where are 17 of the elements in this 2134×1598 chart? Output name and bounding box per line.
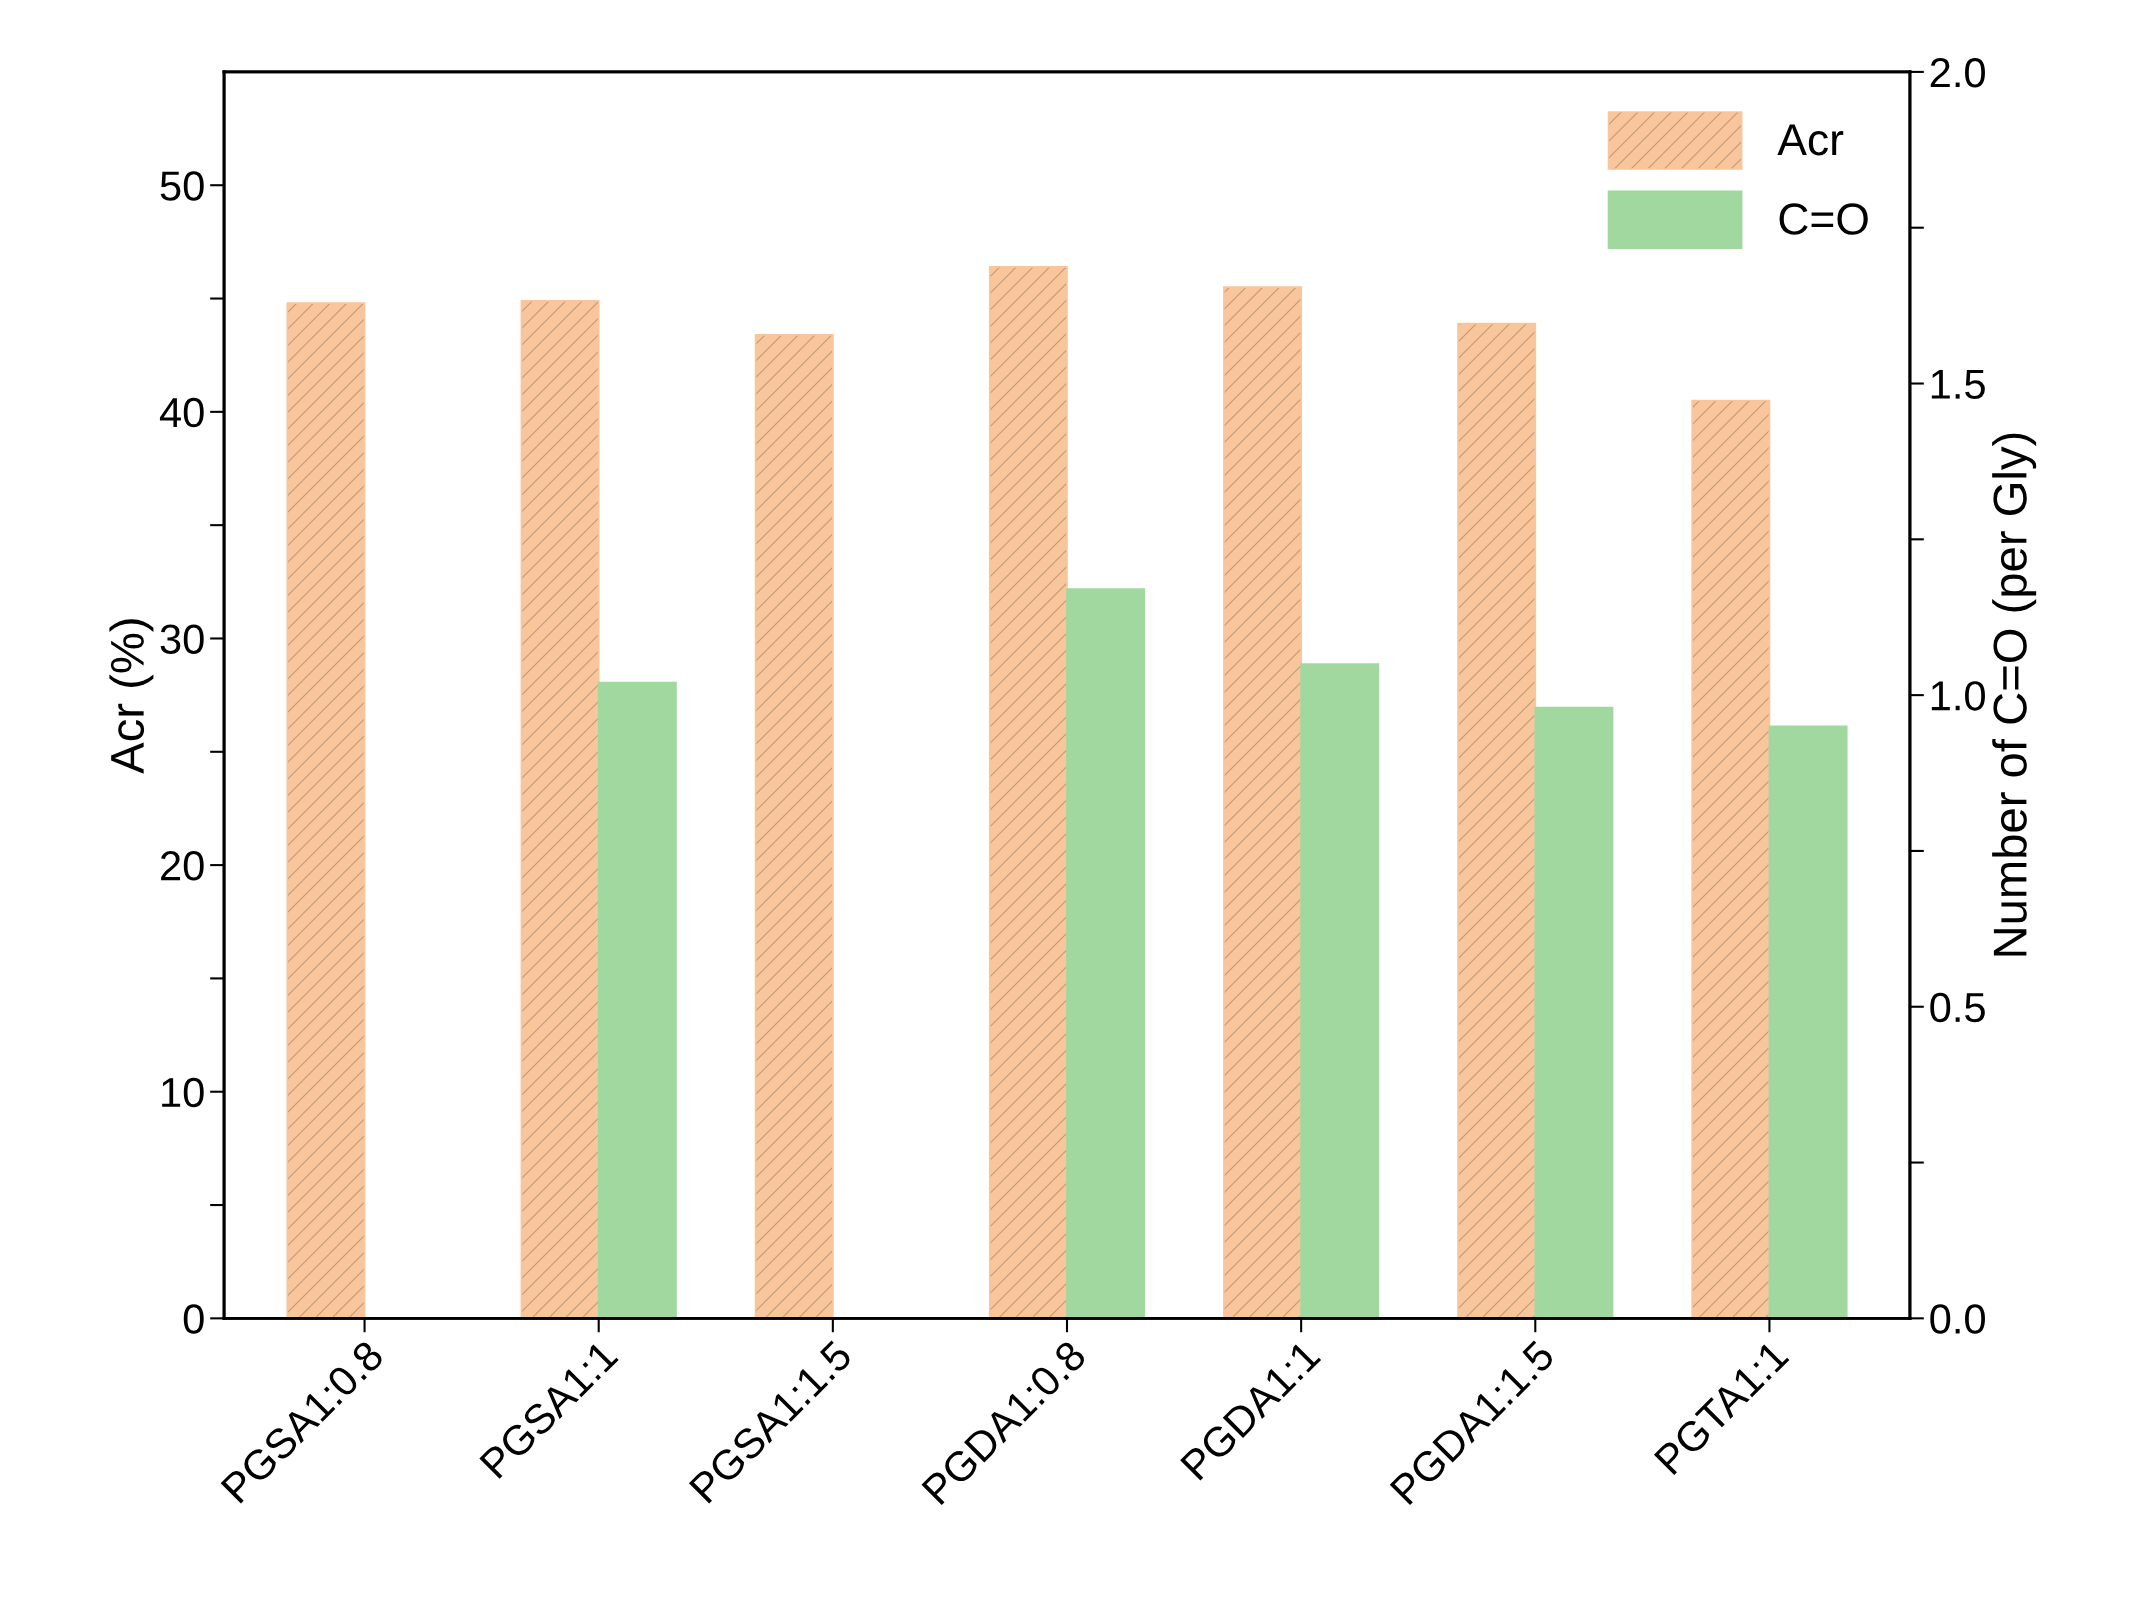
y2-tick-label: 0.5 xyxy=(1930,992,1985,1023)
y2-tick-label: 2.0 xyxy=(1930,57,1985,88)
y-tick-label: 40 xyxy=(159,397,204,428)
y-tick-label: 0 xyxy=(183,1304,204,1334)
legend-label: Acr xyxy=(1777,124,1844,156)
y2-tick-label: 1.5 xyxy=(1931,369,1985,400)
y-tick-label: 10 xyxy=(162,1077,204,1108)
y-axis-title: Acr (%) xyxy=(109,619,154,774)
y-tick-label: 30 xyxy=(160,624,204,654)
bar xyxy=(286,302,366,1319)
y2-tick-label: 0.0 xyxy=(1930,1304,1985,1334)
y2-axis-title: Number of C=O (per Gly) xyxy=(1992,433,2037,956)
bar xyxy=(754,333,834,1319)
y2-tick-label: 1.0 xyxy=(1931,681,1985,711)
legend-label: C=O xyxy=(1779,203,1868,235)
y-tick-label: 20 xyxy=(161,851,204,881)
y-tick-label: 50 xyxy=(160,171,204,201)
